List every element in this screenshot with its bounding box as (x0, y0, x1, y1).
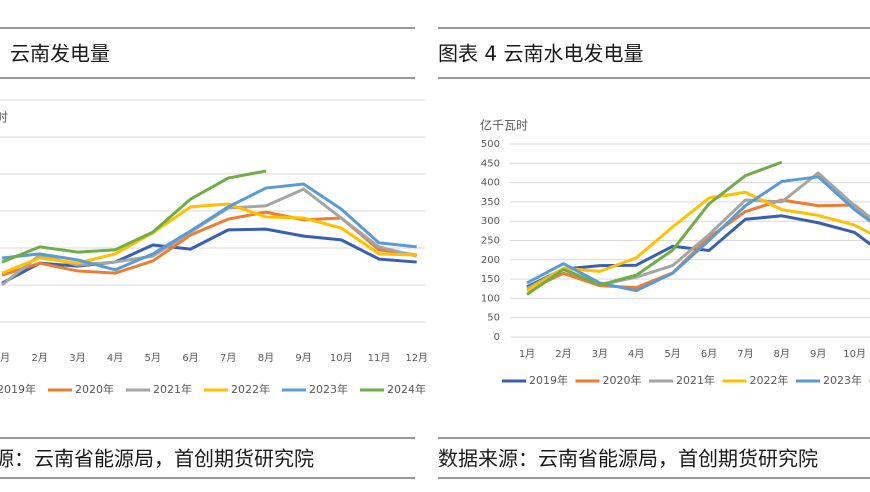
x-tick-label: 8月 (774, 348, 790, 360)
series-line (1, 169, 267, 264)
y-axis-label: 亿千瓦时 (480, 118, 528, 133)
legend-label: 2020年 (75, 382, 114, 396)
y-tick-label: 100 (481, 293, 500, 304)
x-tick-label: 11月 (368, 352, 391, 364)
x-tick-label: 1月 (519, 348, 535, 360)
legend-label: 2019年 (529, 373, 568, 387)
x-tick-label: 6月 (701, 348, 717, 360)
series-line (1, 227, 417, 285)
y-axis-label: 亿千瓦时 (0, 110, 8, 125)
x-tick-label: 7月 (220, 352, 236, 364)
x-tick-label: 4月 (107, 352, 123, 364)
x-tick-label: 2月 (555, 348, 571, 360)
series-line (526, 190, 870, 292)
y-tick-label: 350 (481, 197, 500, 208)
x-tick-label: 1月 (0, 352, 10, 364)
x-tick-label: 4月 (628, 348, 644, 360)
legend-label: 2021年 (153, 382, 192, 396)
x-tick-label: 5月 (664, 348, 680, 360)
source-note: 数据来源：云南省能源局，首创期货研究院 (438, 447, 818, 471)
y-tick-label: 150 (481, 274, 500, 285)
legend-label: 2023年 (309, 382, 348, 396)
y-tick-label: 300 (481, 216, 500, 227)
legend-label: 2021年 (676, 373, 715, 387)
series-line (526, 175, 870, 293)
chart-title: 图表 4 云南水电发电量 (438, 42, 643, 66)
series-line (526, 214, 870, 289)
legend-label: 2019年 (0, 382, 36, 396)
y-tick-label: 0 (494, 332, 500, 343)
x-tick-label: 5月 (145, 352, 161, 364)
legend-label: 2023年 (823, 373, 862, 387)
legend-label: 2022年 (231, 382, 270, 396)
y-tick-label: 200 (481, 255, 500, 266)
y-tick-label: 400 (481, 178, 500, 189)
y-tick-label: 50 (487, 313, 500, 324)
series-line (526, 160, 783, 296)
series-line (1, 202, 417, 275)
x-tick-label: 12月 (405, 352, 428, 364)
x-tick-label: 6月 (182, 352, 198, 364)
series-line (1, 182, 417, 272)
legend-label: 2022年 (750, 373, 789, 387)
y-tick-label: 250 (481, 236, 500, 247)
x-tick-label: 3月 (592, 348, 608, 360)
y-tick-label: 500 (481, 139, 500, 150)
x-tick-label: 10月 (330, 352, 353, 364)
legend-label: 2020年 (603, 373, 642, 387)
legend-label: 2024年 (387, 382, 426, 396)
x-tick-label: 8月 (258, 352, 274, 364)
x-tick-label: 3月 (69, 352, 85, 364)
x-tick-label: 9月 (810, 348, 826, 360)
y-tick-label: 450 (481, 158, 500, 169)
chart-title: 云南发电量 (10, 42, 110, 66)
x-tick-label: 9月 (295, 352, 311, 364)
source-note: 数据来源：云南省能源局，首创期货研究院 (0, 447, 314, 471)
x-tick-label: 10月 (843, 348, 866, 360)
x-tick-label: 7月 (737, 348, 753, 360)
x-tick-label: 2月 (32, 352, 48, 364)
